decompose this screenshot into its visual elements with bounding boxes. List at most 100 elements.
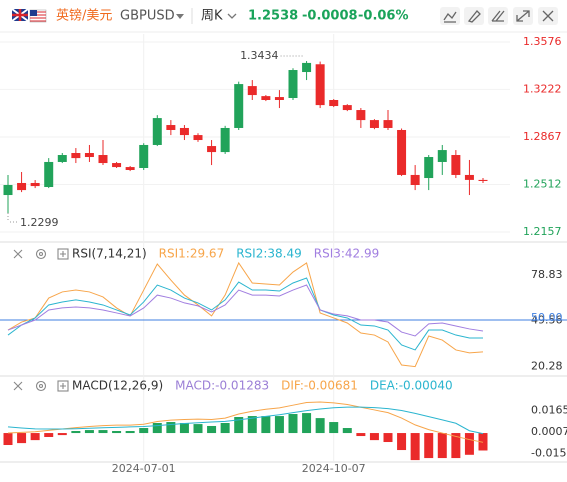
candle-body [410,174,420,185]
histogram-bar [30,433,40,441]
histogram-bar [112,431,122,434]
low-annotation: 1.2299 [20,216,59,229]
pair-name: 英镑/美元 [56,8,112,24]
candle-body [71,153,81,159]
legend-label: RSI2:38.49 [236,247,302,261]
candle-body [139,144,149,168]
candle-body [261,96,271,101]
candle-body [220,127,230,153]
add-button[interactable] [57,248,69,260]
candle-body [3,184,13,196]
settings-button[interactable] [35,248,47,260]
flag-icon [11,8,47,23]
candle-body [44,161,54,188]
candle-body [369,120,379,128]
histogram-bar [17,433,27,444]
histogram-bar [71,431,81,434]
histogram-bar [261,416,271,434]
histogram-bar [234,417,244,434]
candle-body [179,127,189,136]
candle-body [288,70,298,98]
y-tick-label: 20.28 [531,360,563,373]
legend-label: DEA:-0.00040 [370,379,453,393]
candle-body [17,182,27,191]
histogram-bar [464,433,474,455]
candle-body [30,182,40,187]
series-line [7,284,484,337]
y-tick-label: 78.83 [531,268,563,281]
candle-body [302,62,312,73]
expand-button[interactable] [513,7,533,25]
histogram-bar [207,425,217,434]
erase-button[interactable] [488,7,508,25]
histogram-bar [125,431,135,434]
price: 1.2538 [248,9,298,24]
y-tick-label: 1.3222 [523,82,562,95]
legend-label: DIF:-0.00681 [281,379,358,393]
y-tick-label: 0.01657 [531,404,567,417]
series-line [7,406,484,435]
candle-body [451,155,461,175]
hide-button[interactable] [13,381,23,391]
histogram-bar [139,428,149,434]
histogram-bar [369,433,379,441]
legend-label: RSI1:29.67 [159,247,225,261]
candle-body [207,146,217,153]
add-button[interactable] [57,380,69,392]
histogram-bar [329,422,339,434]
series-line [7,401,484,443]
histogram-bar [166,422,176,434]
candle-body [437,150,447,162]
draw-button[interactable] [464,7,484,25]
candle-body [234,84,244,128]
y-tick-label: -0.01507 [531,447,567,460]
histogram-bar [84,430,94,434]
candle-body [98,155,108,164]
candle-body [57,155,67,162]
candle-body [274,97,284,101]
y-tick-label: 1.2512 [523,177,562,190]
histogram-bar [57,433,67,436]
symbol: GBPUSD [120,9,175,24]
candle-body [315,64,325,106]
histogram-bar [179,422,189,434]
candle-body [166,125,176,130]
candle-body [356,110,366,121]
candle-body [112,163,122,168]
legend-label: MACD:-0.01283 [175,379,269,393]
period[interactable]: 周K [201,9,223,24]
histogram-bar [410,433,420,461]
histogram-bar [437,433,447,459]
histogram-bar [302,413,312,434]
histogram-bar [383,433,393,443]
histogram-bar [424,433,434,459]
close-button[interactable] [538,7,558,25]
histogram-bar [220,422,230,434]
legend-label: RSI3:42.99 [314,247,380,261]
indicator-button[interactable] [440,7,460,25]
indicator-title: MACD(12,26,9) [72,379,163,393]
histogram-bar [98,430,108,434]
histogram-bar [3,433,13,446]
histogram-bar [193,424,203,434]
histogram-bar [315,418,325,434]
series-line [7,261,484,368]
histogram-bar [397,433,407,451]
settings-button[interactable] [35,380,47,392]
high-annotation: 1.3434 [240,49,279,62]
candle-body [424,157,434,179]
reference-label: 50.00 [531,311,563,324]
series-line [7,277,484,351]
candle-body [193,135,203,141]
x-tick-label: 2024-07-01 [112,462,176,475]
dropdown-arrow[interactable] [176,14,184,19]
period-arrow[interactable] [227,13,237,19]
candle-body [125,167,135,171]
histogram-bar [342,428,352,434]
change-percent: -0.06% [358,9,409,24]
candle-body [152,118,162,145]
hide-button[interactable] [13,249,23,259]
candle-body [329,100,339,107]
